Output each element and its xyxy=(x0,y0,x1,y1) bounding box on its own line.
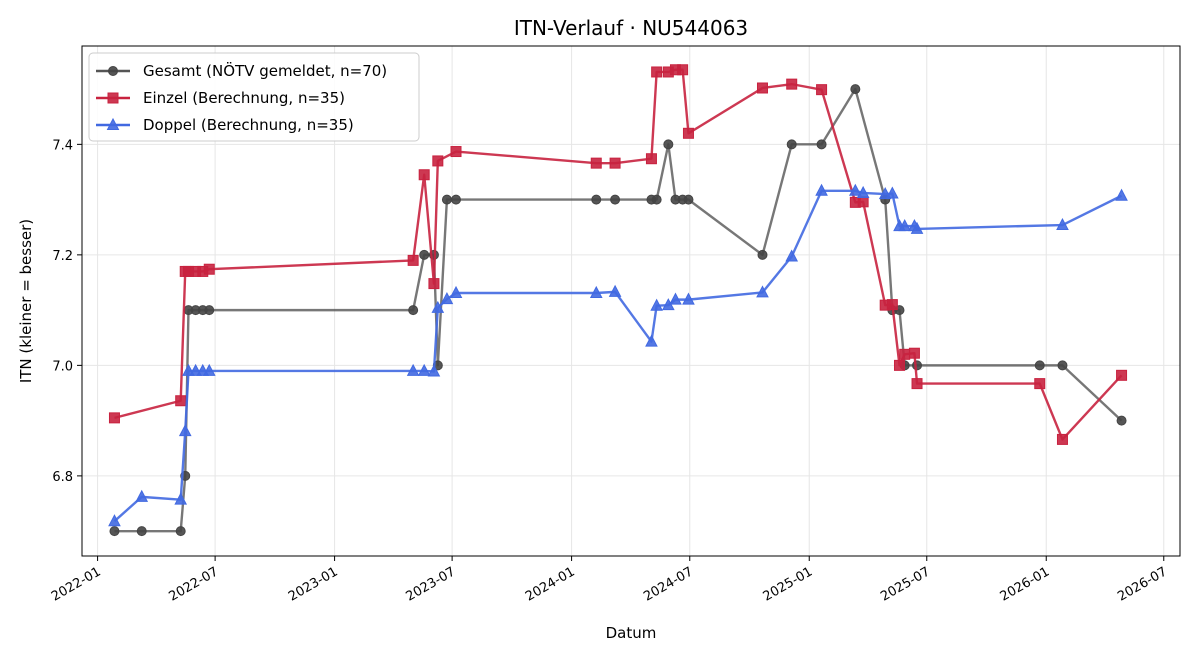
legend-marker xyxy=(108,66,118,76)
data-point xyxy=(645,334,658,347)
data-point xyxy=(785,249,799,262)
data-point xyxy=(610,194,621,205)
data-point xyxy=(786,78,798,90)
data-point xyxy=(663,139,674,150)
legend: Gesamt (NÖTV gemeldet, n=70) Einzel (Bere… xyxy=(88,52,420,142)
data-point xyxy=(590,157,602,169)
data-point xyxy=(650,298,663,311)
data-point xyxy=(899,348,911,360)
data-point xyxy=(109,526,120,537)
data-point xyxy=(431,300,445,313)
legend-marker xyxy=(106,117,120,130)
data-point xyxy=(898,219,912,232)
data-point xyxy=(449,285,463,298)
data-point xyxy=(886,186,899,199)
data-point xyxy=(849,183,862,196)
data-point xyxy=(1056,433,1068,445)
legend-label: Einzel (Berechnung, n=35) xyxy=(143,89,345,107)
data-point xyxy=(786,139,797,150)
data-point xyxy=(1034,360,1045,371)
data-point xyxy=(682,127,694,139)
data-point xyxy=(432,155,444,167)
series-circle xyxy=(109,84,1127,537)
data-point xyxy=(651,66,663,78)
data-point xyxy=(651,194,662,205)
data-point xyxy=(418,169,430,181)
data-point xyxy=(589,285,603,298)
data-point xyxy=(816,84,828,96)
data-point xyxy=(645,153,657,165)
data-point xyxy=(911,378,923,390)
legend-entry: Gesamt (NÖTV gemeldet, n=70) xyxy=(96,61,387,80)
data-point xyxy=(417,363,431,376)
data-point xyxy=(203,263,215,275)
series-layer xyxy=(108,64,1128,537)
data-point xyxy=(1034,378,1046,390)
data-point xyxy=(1116,415,1127,426)
data-point xyxy=(908,347,920,359)
data-point xyxy=(1115,188,1128,201)
data-point xyxy=(135,489,149,502)
data-point xyxy=(910,221,924,234)
data-point xyxy=(912,360,923,371)
data-point xyxy=(815,183,828,196)
data-point xyxy=(1116,369,1128,381)
data-point xyxy=(857,196,869,208)
data-point xyxy=(451,194,462,205)
data-point xyxy=(756,285,769,298)
data-point xyxy=(677,64,689,76)
data-point xyxy=(856,185,870,198)
y-tick-label: 6.8 xyxy=(52,470,73,485)
chart-title: ITN-Verlauf · NU544063 xyxy=(514,16,748,40)
data-point xyxy=(440,291,454,305)
data-point xyxy=(893,359,905,371)
legend-box xyxy=(88,52,420,142)
plot-frame xyxy=(81,45,1181,557)
legend-label: Gesamt (NÖTV gemeldet, n=70) xyxy=(143,61,387,80)
data-point xyxy=(108,412,120,424)
data-point xyxy=(174,492,188,505)
data-point xyxy=(407,254,419,266)
x-axis-label: Datum xyxy=(606,624,657,642)
data-point xyxy=(108,514,121,527)
data-point xyxy=(886,299,898,311)
data-point xyxy=(756,82,768,94)
legend-label: Doppel (Berechnung, n=35) xyxy=(143,116,354,134)
data-point xyxy=(850,84,861,95)
y-tick-label: 7.2 xyxy=(52,249,73,264)
series-square xyxy=(108,64,1128,445)
y-tick-label: 7.4 xyxy=(52,138,73,153)
data-point xyxy=(427,364,441,377)
data-point xyxy=(406,363,420,376)
data-point xyxy=(441,194,452,205)
data-point xyxy=(175,395,187,407)
series-triangle xyxy=(108,183,1128,527)
data-point xyxy=(669,292,682,305)
legend-marker xyxy=(107,92,119,104)
y-tick-label: 7.0 xyxy=(52,359,73,374)
y-axis-label: ITN (kleiner = besser) xyxy=(17,219,35,383)
data-point xyxy=(136,526,147,537)
data-point xyxy=(408,305,419,316)
data-point xyxy=(816,139,827,150)
data-point xyxy=(1056,217,1069,231)
data-point xyxy=(608,284,622,297)
data-point xyxy=(178,424,192,437)
data-point xyxy=(609,157,621,169)
data-point xyxy=(683,194,694,205)
data-point xyxy=(1057,360,1068,371)
data-point xyxy=(175,526,186,537)
data-point xyxy=(419,249,430,260)
data-point xyxy=(450,146,462,158)
data-point xyxy=(428,278,440,290)
data-point xyxy=(682,292,695,305)
data-point xyxy=(202,363,216,376)
legend-entry: Einzel (Berechnung, n=35) xyxy=(96,89,345,107)
data-point xyxy=(757,249,768,260)
data-point xyxy=(204,305,215,316)
data-point xyxy=(591,194,602,205)
legend-entry: Doppel (Berechnung, n=35) xyxy=(96,116,354,134)
